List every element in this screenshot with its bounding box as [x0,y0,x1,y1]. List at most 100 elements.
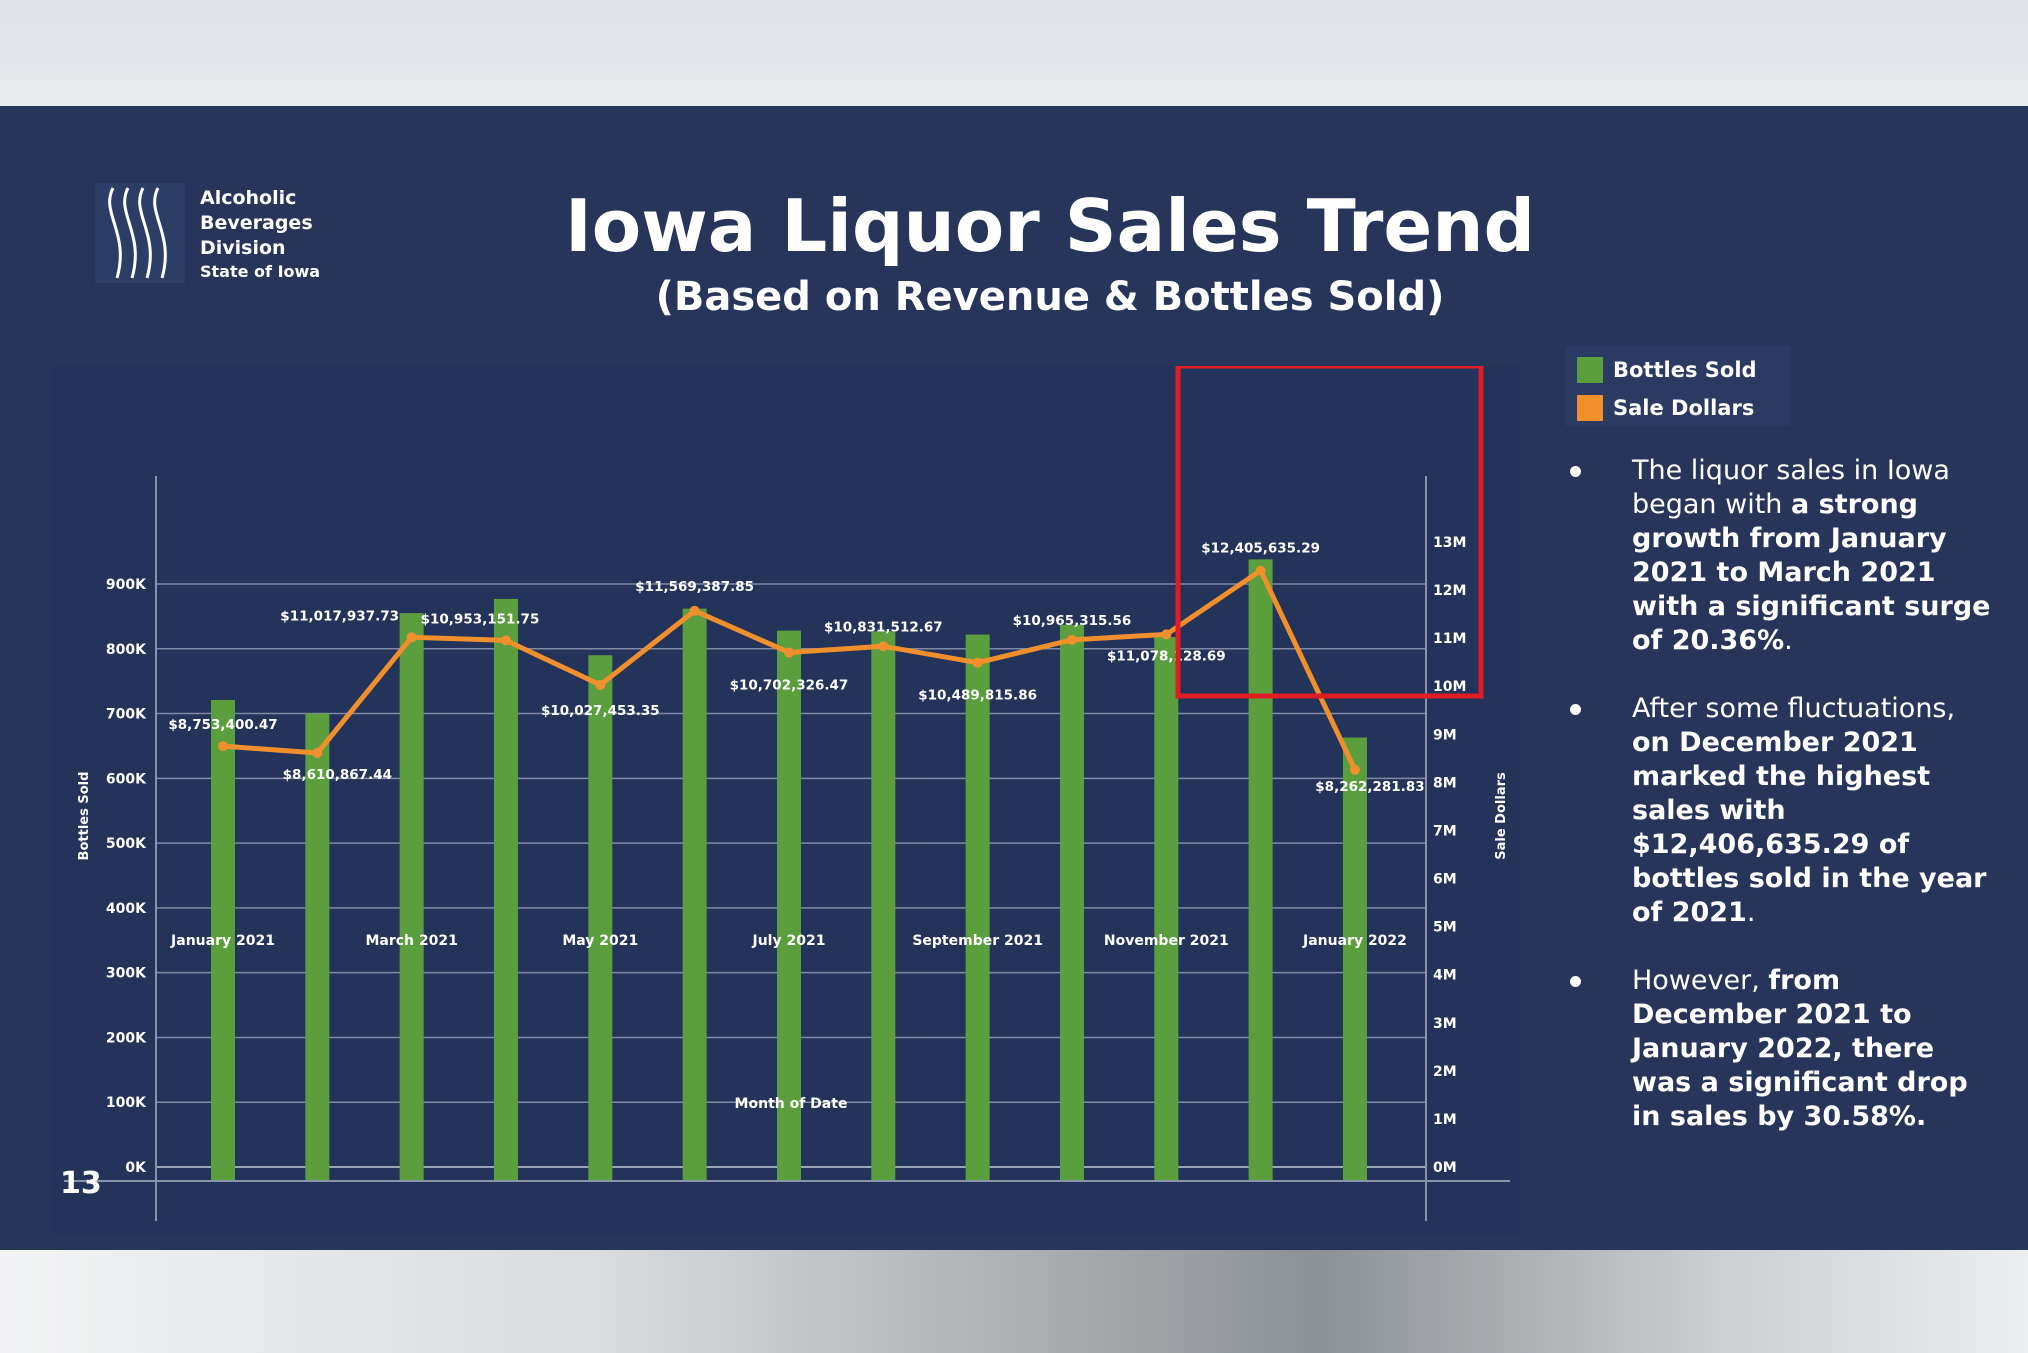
bullet-item: After some fluctuations, on December 202… [1560,692,2000,930]
line-point [972,657,983,668]
bar [1154,637,1179,1180]
x-tick-label: September 2021 [912,933,1043,949]
y-right-tick-label: 11M [1433,631,1466,647]
bullet-text-pre: However, [1632,965,1769,996]
line-point [1349,764,1360,775]
y-right-tick-label: 0M [1433,1160,1457,1176]
y-left-tick-label: 900K [106,577,147,593]
bar [965,634,990,1180]
y-right-tick-label: 9M [1433,727,1457,743]
bullet-text-bold: a strong growth from January 2021 to Mar… [1632,489,1991,656]
bar [1059,624,1084,1180]
data-label: $10,489,815.86 [918,688,1037,704]
x-tick-label: January 2021 [170,933,275,949]
slide: Alcoholic Beverages Division State of Io… [0,106,2028,1250]
data-label: $10,027,453.35 [541,703,660,719]
bullet-dot-icon [1570,466,1581,477]
slide-subtitle: (Based on Revenue & Bottles Sold) [655,274,1445,320]
y-left-tick-label: 600K [106,771,147,787]
line-point [406,632,417,643]
bullet-list: The liquor sales in Iowa began with a st… [1560,454,2000,1168]
bottom-background [0,1250,2028,1353]
data-label: $10,965,315.56 [1013,613,1132,629]
line-point [1066,634,1077,645]
bullet-text-post: . [1746,897,1756,928]
line-point [878,641,889,652]
y-left-tick-label: 200K [106,1030,147,1046]
y-left-tick-label: 400K [106,901,147,917]
data-label: $11,017,937.73 [280,608,399,624]
line-point [500,635,511,646]
legend-label-bottles: Bottles Sold [1613,358,1757,382]
line-point [783,647,794,658]
legend-swatch-bottles [1577,357,1603,383]
bullet-text-pre: After some fluctuations, [1632,693,1956,724]
bar [399,613,424,1180]
y-right-tick-label: 10M [1433,679,1466,695]
line-point [218,741,228,752]
bar [588,655,613,1180]
data-label: $11,569,387.85 [635,579,754,595]
chart-panel: 0K 100K 200K 300K 400K 500K 600K 700K 800K 900K 0M… [50,366,1520,1234]
y-right-tick-label: 13M [1433,535,1466,551]
page-number: 13 [60,1166,102,1201]
bullet-text-post: . [1784,625,1793,656]
bar [493,598,518,1180]
y-right-tick-label: 6M [1433,872,1457,888]
bullet-dot-icon [1570,704,1581,715]
logo-text: Alcoholic Beverages Division State of Io… [200,186,320,283]
bullet-item: However, from December 2021 to January 2… [1560,964,2000,1134]
abd-logo [95,183,185,283]
y-right-tick-label: 5M [1433,920,1457,936]
y-right-tick-label: 7M [1433,823,1457,839]
data-label: $10,702,326.47 [730,677,849,693]
line-point [312,748,323,759]
line-point [595,679,606,690]
logo-line-3: Division [200,237,286,259]
y-left-tick-label: 800K [106,642,147,658]
logo-line-4: State of Iowa [200,262,321,281]
y-left-axis-title: Bottles Sold [77,772,92,861]
legend-label-dollars: Sale Dollars [1613,396,1755,420]
combo-chart: 0K 100K 200K 300K 400K 500K 600K 700K 800K 900K 0M… [64,366,1510,1221]
y-left-tick-label: 300K [106,966,147,982]
x-tick-label: March 2021 [365,933,457,949]
line-point [1161,629,1172,640]
x-tick-label: May 2021 [562,933,638,949]
data-label: $8,262,281.83 [1315,779,1424,795]
legend-item-bottles: Bottles Sold [1577,356,1757,384]
x-axis-title: Month of Date [735,1096,848,1112]
x-tick-label: July 2021 [752,933,826,949]
y-left-tick-label: 700K [106,707,147,723]
y-left-tick-label: 0K [125,1160,147,1176]
data-label: $10,953,151.75 [421,611,540,627]
bullet-text-pre: The liquor sales in Iowa began with [1632,455,1950,520]
bullet-text-bold: on December 2021 marked the highest sale… [1632,727,1987,928]
bar [776,630,801,1180]
logo-line-1: Alcoholic [200,187,297,209]
bar [1342,737,1367,1180]
legend-item-dollars: Sale Dollars [1577,394,1754,422]
data-label: $8,753,400.47 [168,717,277,733]
bar [1248,559,1273,1180]
bar [871,631,896,1180]
y-right-axis-title: Sale Dollars [1494,772,1509,860]
bullet-dot-icon [1570,976,1581,987]
chart-legend: Bottles Sold Sale Dollars [1565,346,1790,426]
y-right-tick-label: 3M [1433,1016,1457,1032]
y-right-tick-label: 12M [1433,583,1466,599]
logo-line-2: Beverages [200,212,313,234]
data-label: $12,405,635.29 [1201,541,1320,557]
data-label: $10,831,512.67 [824,619,943,635]
line-point [689,605,700,616]
y-right-tick-label: 4M [1433,968,1457,984]
x-tick-label: November 2021 [1104,933,1229,949]
data-label: $11,078,128.69 [1107,648,1226,664]
y-right-tick-label: 1M [1433,1112,1457,1128]
slide-title: Iowa Liquor Sales Trend [564,184,1536,268]
data-label: $8,610,867.44 [283,767,392,783]
highlight-box [1175,366,1484,699]
y-left-tick-label: 100K [106,1095,147,1111]
bar [682,608,707,1180]
bar [211,699,235,1180]
